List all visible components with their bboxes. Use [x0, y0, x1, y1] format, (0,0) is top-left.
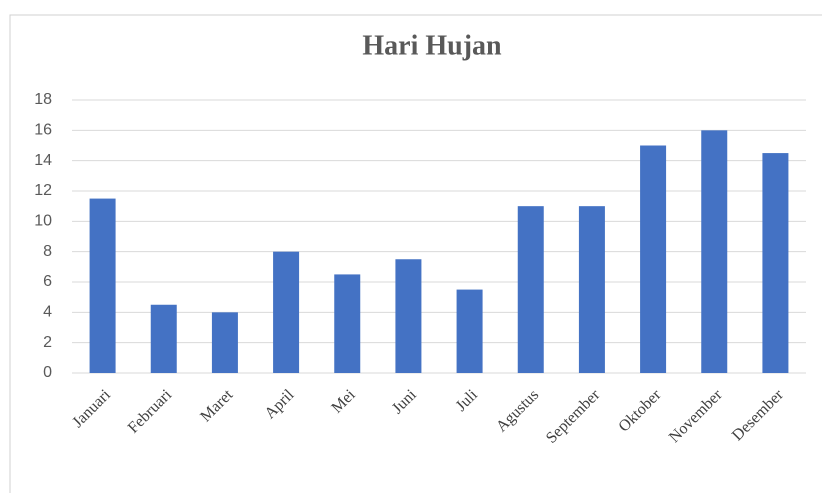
bar	[701, 130, 728, 373]
bar	[150, 304, 177, 373]
y-tick-label: 14	[34, 152, 52, 169]
y-tick-label: 6	[43, 273, 52, 290]
bar	[517, 206, 544, 373]
y-tick-label: 12	[34, 182, 52, 199]
bar	[334, 274, 361, 373]
x-tick-label: November	[666, 386, 726, 446]
x-tick-label: Februari	[125, 386, 176, 437]
chart-frame	[9, 14, 822, 493]
bar	[89, 198, 116, 373]
x-tick-label: Januari	[69, 386, 114, 431]
bar	[395, 259, 422, 373]
bar	[456, 289, 483, 373]
x-tick-label: Oktober	[615, 386, 665, 436]
x-tick-label: Juli	[453, 386, 482, 415]
y-tick-label: 2	[43, 334, 52, 351]
y-tick-label: 0	[43, 364, 52, 381]
bar	[578, 206, 605, 373]
bar	[273, 251, 300, 373]
x-tick-label: September	[543, 386, 604, 447]
y-tick-label: 8	[43, 243, 52, 260]
x-tick-label: Mei	[328, 386, 359, 417]
y-tick-label: 16	[34, 122, 52, 139]
bar	[762, 153, 789, 373]
x-tick-label: Juni	[389, 386, 420, 417]
y-tick-label: 4	[43, 304, 52, 321]
chart-title: Hari Hujan	[362, 30, 502, 61]
x-tick-label: Agustus	[493, 386, 542, 435]
y-tick-label: 18	[34, 91, 52, 108]
y-tick-label: 10	[34, 213, 52, 230]
bar	[640, 145, 667, 373]
bar	[211, 312, 238, 373]
x-tick-label: Desember	[729, 386, 787, 444]
x-tick-label: Maret	[197, 386, 236, 425]
x-tick-label: April	[262, 386, 298, 422]
